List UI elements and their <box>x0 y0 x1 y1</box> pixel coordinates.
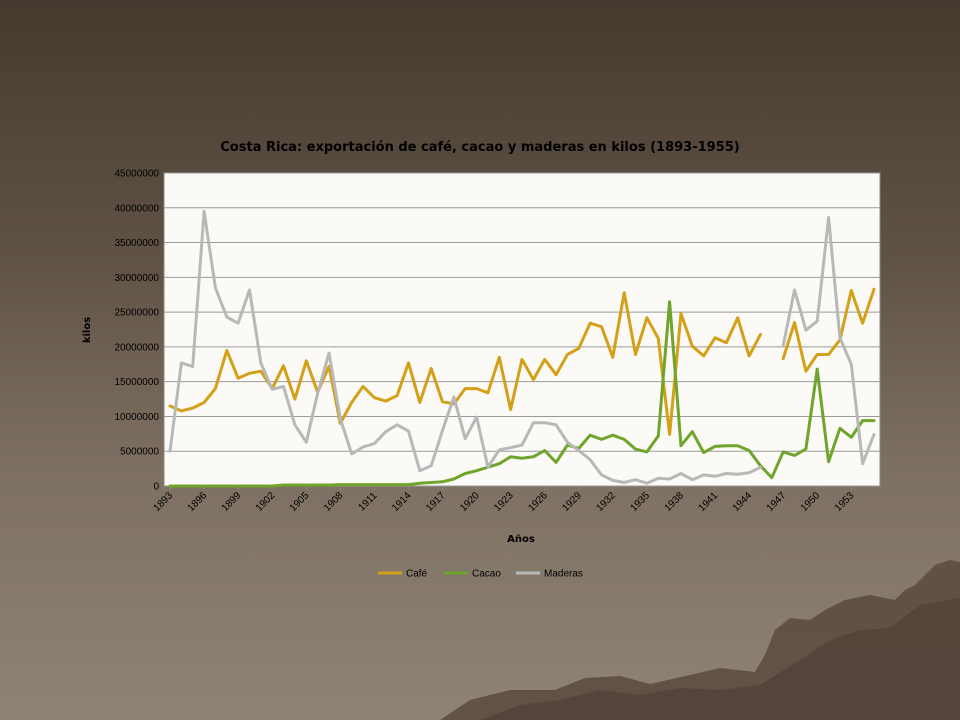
x-tick-label: 1914 <box>390 490 414 514</box>
x-tick-label: 1902 <box>254 490 278 514</box>
x-tick-label: 1947 <box>765 490 789 514</box>
x-tick-label: 1929 <box>560 490 584 514</box>
y-tick-label: 35000000 <box>115 238 160 249</box>
x-tick-label: 1953 <box>833 490 857 514</box>
chart-title: Costa Rica: exportación de café, cacao y… <box>220 140 739 155</box>
y-tick-label: 5000000 <box>120 447 159 458</box>
x-axis-ticks: 1893 1896 1899 1902 1905 1908 1911 1914 1917 1920… <box>152 486 857 514</box>
y-tick-label: 30000000 <box>115 273 160 284</box>
x-tick-label: 1950 <box>799 490 823 514</box>
x-tick-label: 1908 <box>322 490 346 514</box>
x-tick-label: 1926 <box>526 490 550 514</box>
legend-label: Café <box>406 569 428 580</box>
x-tick-label: 1944 <box>731 490 755 514</box>
y-tick-label: 20000000 <box>115 342 160 353</box>
x-tick-label: 1896 <box>186 490 210 514</box>
x-tick-label: 1941 <box>697 490 721 514</box>
gridlines <box>164 172 880 487</box>
x-tick-label: 1905 <box>288 490 312 514</box>
y-tick-label: 40000000 <box>115 203 160 214</box>
x-tick-label: 1893 <box>152 490 176 514</box>
y-tick-label: 0 <box>153 482 159 493</box>
y-tick-label: 10000000 <box>115 412 160 423</box>
legend-label: Cacao <box>472 569 501 580</box>
x-tick-label: 1932 <box>594 490 618 514</box>
y-axis-ticks: 0 5000000 10000000 15000000 20000000 25000000… <box>115 169 160 493</box>
series-lines <box>168 209 876 488</box>
legend-label: Maderas <box>544 569 583 580</box>
plot-background <box>163 172 881 487</box>
x-tick-label: 1935 <box>629 490 653 514</box>
x-tick-label: 1920 <box>458 490 482 514</box>
x-tick-label: 1938 <box>663 490 687 514</box>
x-tick-label: 1923 <box>492 490 516 514</box>
series-line-3 <box>168 209 876 485</box>
x-tick-label: 1911 <box>357 490 380 513</box>
y-axis-label: kilos <box>82 317 93 343</box>
y-tick-label: 15000000 <box>115 377 160 388</box>
legend: Café Cacao Maderas <box>378 569 583 580</box>
y-tick-label: 45000000 <box>115 169 160 180</box>
series-line-2 <box>168 300 876 488</box>
x-axis-label: Años <box>507 534 535 545</box>
y-tick-label: 25000000 <box>115 308 160 319</box>
plot-area <box>163 172 881 487</box>
x-tick-label: 1917 <box>424 490 448 514</box>
x-tick-label: 1899 <box>220 490 244 514</box>
